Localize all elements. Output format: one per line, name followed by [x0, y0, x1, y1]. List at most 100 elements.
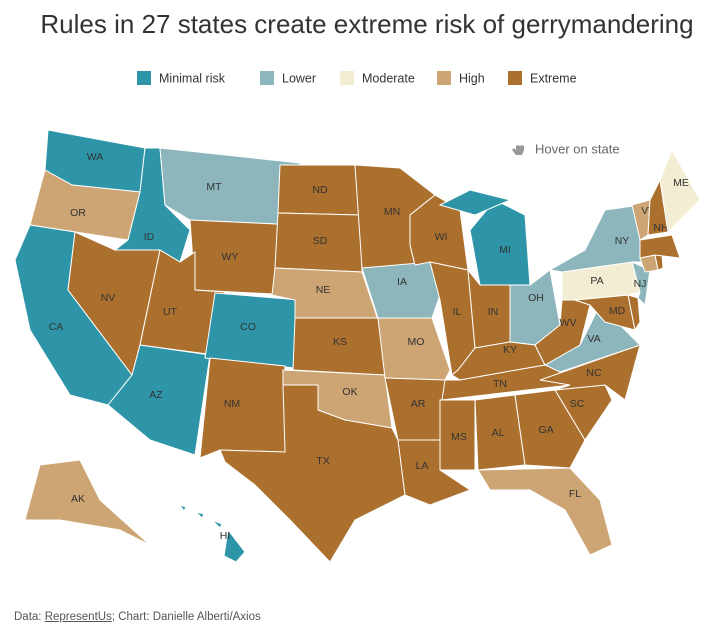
state-label: MI: [499, 244, 511, 256]
state-label: ID: [144, 231, 155, 243]
state-label: IN: [488, 306, 499, 318]
hover-hint: Hover on state: [512, 140, 620, 156]
legend-swatch: [137, 71, 151, 85]
state-label: MD: [609, 305, 626, 317]
state[interactable]: TX: [219, 384, 406, 563]
state-shape[interactable]: [223, 528, 246, 563]
state[interactable]: UT: [139, 249, 226, 356]
state-label: WV: [560, 317, 577, 329]
state-shape[interactable]: [477, 467, 613, 556]
state[interactable]: [627, 294, 641, 332]
state-label: CO: [240, 321, 256, 333]
state-label: WY: [222, 251, 239, 263]
state[interactable]: AK: [24, 459, 151, 546]
state-label: NH: [653, 222, 668, 234]
state-shape[interactable]: [178, 504, 187, 512]
state[interactable]: SD: [274, 212, 363, 273]
state[interactable]: WI: [409, 194, 469, 271]
state[interactable]: WV: [534, 299, 591, 366]
state[interactable]: [639, 234, 681, 259]
state[interactable]: FL: [477, 467, 613, 556]
state[interactable]: MO: [377, 317, 451, 381]
state-label: IL: [453, 306, 462, 318]
state-shape[interactable]: [377, 317, 451, 381]
state-shape[interactable]: [514, 389, 586, 469]
state-label: MT: [206, 181, 222, 193]
footer: Data: RepresentUs; Chart: Danielle Alber…: [14, 611, 261, 623]
state-label: UT: [163, 306, 178, 318]
legend-label: Minimal risk: [159, 71, 226, 85]
legend-label: Extreme: [530, 71, 577, 85]
state[interactable]: ME: [659, 148, 701, 234]
state-shape[interactable]: [659, 148, 701, 234]
state-label: AL: [492, 427, 505, 439]
state[interactable]: MI: [438, 189, 531, 286]
legend-label: Moderate: [362, 71, 415, 85]
state-shape[interactable]: [439, 399, 476, 471]
legend-label: High: [459, 71, 485, 85]
state-label: KS: [333, 336, 347, 348]
legend-swatch: [437, 71, 451, 85]
state-label: GA: [538, 424, 553, 436]
state-label: OR: [70, 207, 86, 219]
state-label: PA: [590, 275, 603, 287]
state-label: KY: [503, 344, 517, 356]
source-link[interactable]: RepresentUs: [44, 611, 112, 623]
state[interactable]: KS: [292, 317, 386, 376]
state-label: AR: [411, 398, 426, 410]
state-label: WA: [87, 151, 104, 163]
states: WA OR CA ID NV MT WY UT AZ CO NM ND SD NE KS OK TX MN IA MO…: [14, 129, 701, 563]
legend-swatch: [260, 71, 274, 85]
state-label: FL: [569, 488, 581, 500]
state-label: NE: [316, 284, 331, 296]
state-shape[interactable]: [627, 294, 641, 332]
footer-prefix: Data:: [14, 611, 42, 623]
state-shape[interactable]: [438, 189, 512, 216]
state-shape[interactable]: [219, 384, 406, 563]
title: Rules in 27 states create extreme risk o…: [40, 9, 693, 39]
state[interactable]: NJ: [631, 261, 651, 307]
hover-text: Hover on state: [535, 141, 620, 156]
state-label: NM: [224, 398, 240, 410]
legend-label: Lower: [282, 71, 316, 85]
state-label: NC: [586, 367, 602, 379]
state-label: TX: [316, 455, 329, 467]
state-label: TN: [493, 378, 507, 390]
state-shape[interactable]: [24, 459, 151, 546]
state[interactable]: MS: [439, 399, 476, 471]
state-label: NV: [101, 292, 116, 304]
state[interactable]: ND: [277, 164, 361, 216]
state-label: NJ: [634, 278, 647, 290]
footer-credit: ; Chart: Danielle Alberti/Axios: [111, 611, 261, 623]
state-label: MS: [451, 431, 467, 443]
state-label: IA: [397, 276, 407, 288]
state-label: VA: [587, 333, 600, 345]
state-label: OK: [342, 386, 357, 398]
state-shape[interactable]: [199, 357, 286, 459]
state-label: ND: [312, 184, 328, 196]
state-label: LA: [416, 460, 429, 472]
state-shape[interactable]: [639, 234, 681, 259]
state[interactable]: GA: [514, 389, 586, 469]
state-label: SC: [570, 398, 585, 410]
state-label: MO: [408, 336, 425, 348]
state[interactable]: HI: [178, 504, 246, 563]
legend-swatch: [508, 71, 522, 85]
state-label: OH: [528, 292, 544, 304]
state[interactable]: CO: [204, 292, 301, 369]
legend: Minimal risk Lower Moderate High Extreme: [137, 71, 577, 85]
state-shape[interactable]: [194, 511, 205, 519]
state-label: AK: [71, 493, 85, 505]
state-shape[interactable]: [211, 519, 223, 529]
state[interactable]: NY: [548, 204, 649, 273]
legend-swatch: [340, 71, 354, 85]
state-label: WI: [435, 231, 448, 243]
state[interactable]: AR: [384, 377, 446, 441]
state-label: NY: [615, 235, 630, 247]
state[interactable]: NM: [199, 357, 286, 459]
hand-icon: [512, 140, 524, 155]
state-label: SD: [313, 235, 328, 247]
state-shape[interactable]: [548, 204, 649, 273]
